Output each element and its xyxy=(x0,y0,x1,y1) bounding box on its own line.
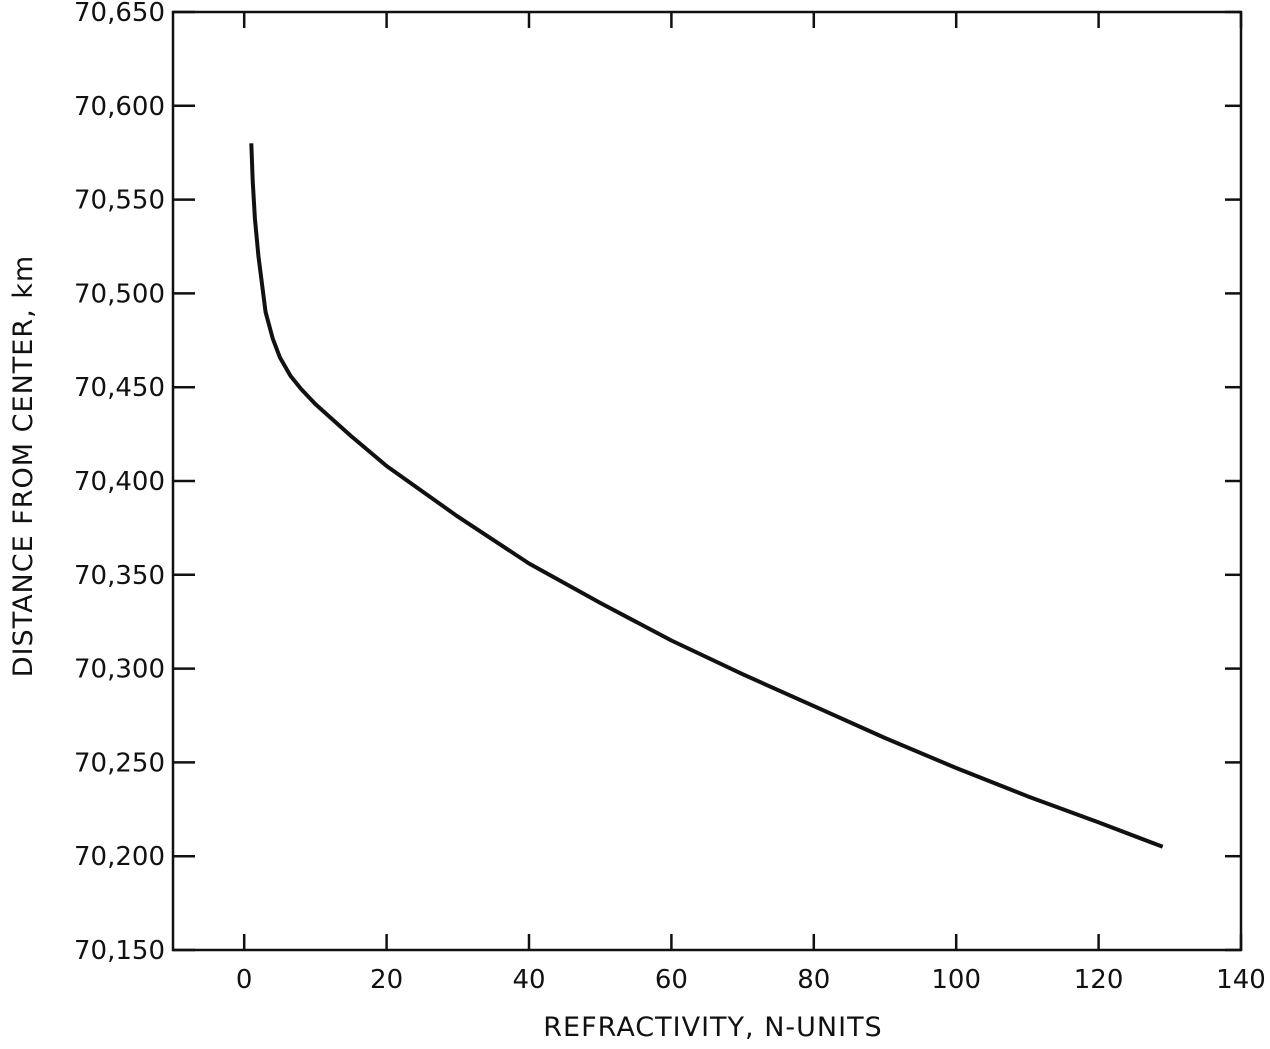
y-tick-label: 70,650 xyxy=(74,0,165,28)
y-tick-label: 70,250 xyxy=(74,748,165,778)
y-tick-label: 70,300 xyxy=(74,655,165,685)
x-tick-label: 60 xyxy=(655,965,688,995)
x-tick-label: 40 xyxy=(512,965,545,995)
y-tick-label: 70,150 xyxy=(74,936,165,966)
series-layer xyxy=(249,143,1164,849)
x-tick-label: 20 xyxy=(370,965,403,995)
x-tick-label: 120 xyxy=(1074,965,1124,995)
y-tick-label: 70,500 xyxy=(74,279,165,309)
y-tick-label: 70,350 xyxy=(74,561,165,591)
y-tick-label: 70,400 xyxy=(74,467,165,497)
x-axis-title: REFRACTIVITY, N-UNITS xyxy=(543,1012,882,1043)
y-tick-label: 70,200 xyxy=(74,842,165,872)
x-tick-label: 80 xyxy=(797,965,830,995)
y-axis-ticks xyxy=(173,10,1241,952)
x-tick-label: 0 xyxy=(236,965,253,995)
x-tick-label: 140 xyxy=(1216,965,1266,995)
x-tick-label: 100 xyxy=(931,965,981,995)
series-line xyxy=(249,143,1164,849)
x-axis-tick-labels: 0 20 40 60 80 100 120 140 xyxy=(236,965,1266,995)
x-axis-ticks xyxy=(242,12,1243,950)
y-tick-label: 70,550 xyxy=(74,186,165,216)
plot-frame xyxy=(171,10,1243,952)
y-axis-tick-labels: 70,150 70,200 70,250 70,300 70,350 70,400 70,4… xyxy=(74,0,165,966)
y-tick-label: 70,450 xyxy=(74,373,165,403)
y-axis-title: DISTANCE FROM CENTER, km xyxy=(8,255,39,677)
y-tick-label: 70,600 xyxy=(74,92,165,122)
